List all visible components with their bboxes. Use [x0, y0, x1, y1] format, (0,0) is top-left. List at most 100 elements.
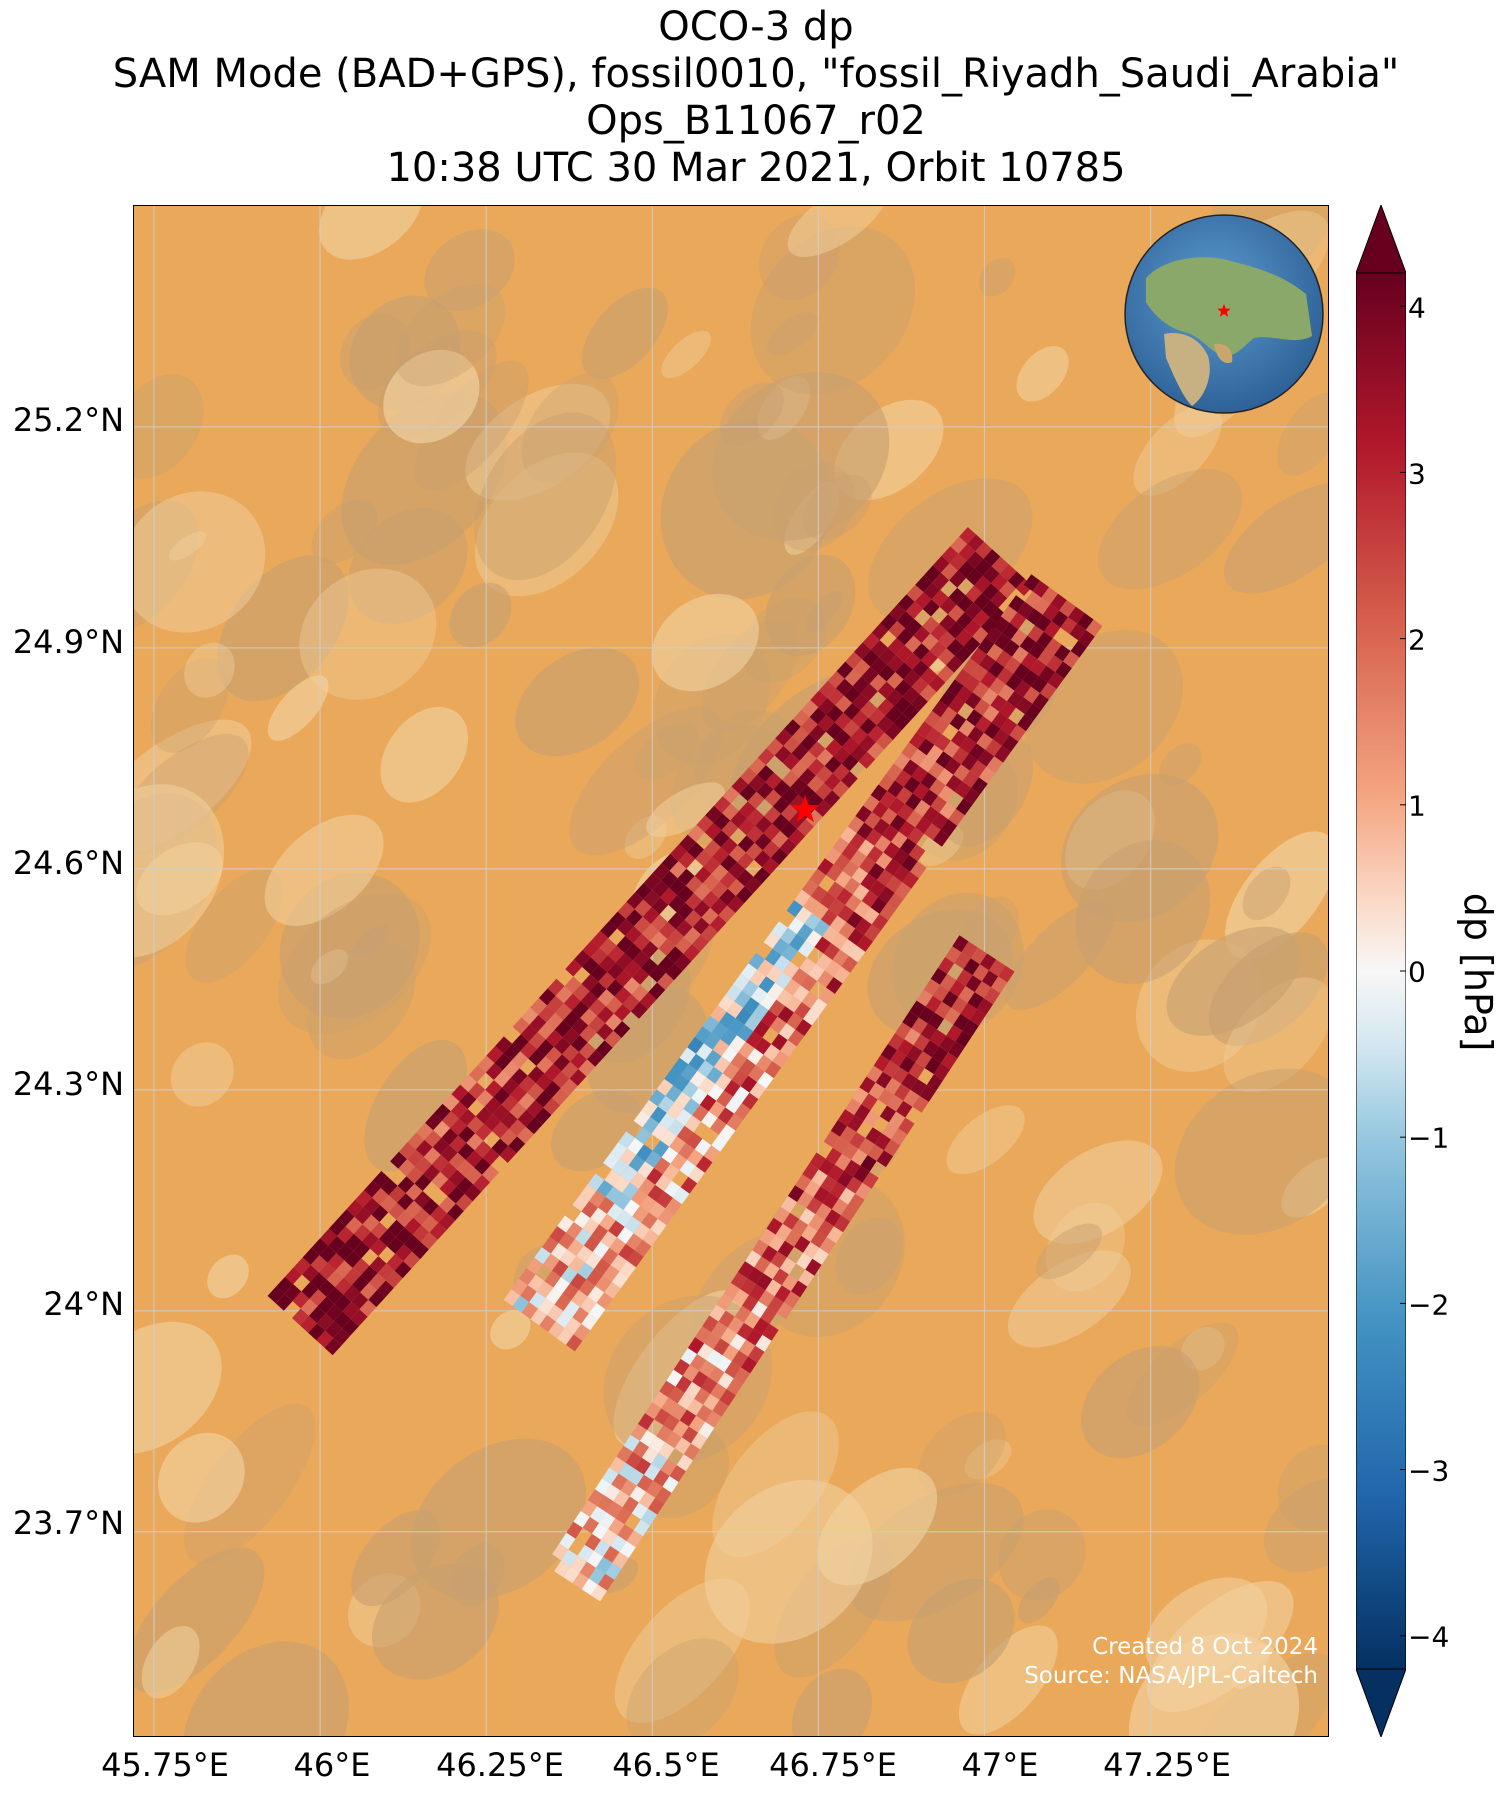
dp-footprint	[926, 1074, 944, 1092]
dp-footprint	[810, 1231, 827, 1248]
dp-footprint	[985, 739, 1002, 757]
dp-footprint	[590, 1584, 608, 1602]
dp-footprint	[659, 921, 676, 939]
dp-footprint	[1007, 571, 1025, 589]
dp-footprint	[986, 643, 1004, 661]
dp-footprint	[700, 924, 718, 942]
dp-footprint	[754, 1037, 772, 1055]
dp-footprint	[975, 715, 992, 733]
dp-footprint	[869, 674, 887, 692]
dp-footprint	[691, 1432, 708, 1450]
dp-footprint	[937, 665, 955, 683]
dp-footprint	[697, 1060, 714, 1078]
dp-footprint	[956, 685, 973, 703]
dp-footprint	[939, 689, 957, 707]
dp-footprint	[398, 1159, 416, 1177]
dp-footprint	[623, 1199, 640, 1217]
dp-footprint	[456, 1177, 474, 1194]
dp-footprint	[588, 1567, 606, 1585]
terrain-patch	[170, 1042, 234, 1107]
dp-footprint	[967, 534, 985, 552]
dp-footprint	[606, 1203, 624, 1221]
dp-footprint	[486, 1046, 504, 1063]
terrain-patch	[651, 593, 759, 692]
dp-footprint	[578, 1279, 596, 1297]
dp-footprint	[677, 1392, 694, 1410]
dp-footprint	[888, 1033, 905, 1050]
dp-footprint	[966, 709, 983, 727]
dp-footprint	[814, 936, 832, 954]
dp-footprint	[948, 808, 965, 826]
map-panel[interactable]	[133, 205, 1329, 1737]
dp-footprint	[640, 958, 658, 976]
dp-footprint	[636, 1144, 653, 1162]
dp-footprint	[931, 700, 949, 718]
dp-footprint	[794, 889, 811, 907]
dp-footprint	[267, 1286, 285, 1304]
dp-footprint	[623, 1434, 640, 1452]
dp-footprint	[975, 541, 993, 559]
dp-footprint	[944, 757, 962, 775]
dp-footprint	[893, 865, 911, 883]
dp-footprint	[654, 1408, 671, 1426]
dp-footprint	[781, 1274, 799, 1292]
dp-footprint	[713, 1056, 731, 1074]
dp-footprint	[921, 650, 938, 668]
dp-footprint	[586, 1550, 604, 1568]
dp-footprint	[839, 1187, 856, 1205]
dp-footprint	[902, 1011, 919, 1029]
dp-footprint	[536, 1056, 554, 1074]
dp-footprint	[707, 1083, 725, 1101]
dp-footprint	[928, 675, 946, 692]
dp-footprint	[770, 848, 788, 865]
dp-footprint	[320, 1228, 337, 1246]
dp-footprint	[413, 1208, 431, 1225]
dp-footprint	[604, 1484, 621, 1502]
dp-footprint	[518, 1075, 536, 1093]
dp-footprint	[669, 1136, 686, 1154]
dp-footprint	[310, 1255, 328, 1273]
dp-footprint	[1009, 612, 1027, 630]
dp-footprint	[905, 793, 922, 811]
dp-footprint	[530, 1308, 547, 1326]
dp-footprint	[654, 1157, 671, 1175]
dp-footprint	[438, 1196, 456, 1214]
dp-footprint	[688, 1415, 706, 1433]
dp-footprint	[720, 1028, 737, 1046]
dp-footprint	[494, 1053, 512, 1071]
terrain-patch	[1017, 1577, 1060, 1623]
dp-footprint	[635, 882, 653, 900]
dp-footprint	[978, 766, 996, 784]
dp-footprint	[372, 1171, 390, 1188]
dp-footprint	[368, 1273, 386, 1291]
dp-footprint	[649, 1089, 666, 1107]
dp-footprint	[345, 1233, 362, 1251]
dp-footprint	[815, 782, 833, 800]
dp-footprint	[808, 964, 825, 981]
dp-footprint	[636, 1474, 654, 1492]
dp-footprint	[544, 1270, 561, 1288]
dp-footprint	[892, 848, 909, 866]
dp-footprint	[827, 881, 844, 899]
dp-footprint	[689, 1354, 707, 1371]
dp-footprint	[731, 1069, 749, 1087]
dp-footprint	[616, 935, 634, 953]
dp-footprint	[767, 982, 784, 1000]
dp-footprint	[624, 1216, 642, 1234]
terrain-patch	[646, 782, 725, 838]
dp-footprint	[954, 952, 971, 970]
dp-footprint	[633, 1519, 651, 1537]
dp-footprint	[622, 1182, 639, 1200]
dp-footprint	[887, 780, 904, 798]
dp-footprint	[862, 907, 880, 925]
dp-footprint	[564, 1317, 582, 1335]
dp-footprint	[368, 1290, 386, 1308]
dp-footprint	[737, 852, 754, 870]
dp-footprint	[912, 643, 930, 661]
dp-footprint	[819, 1237, 836, 1254]
dp-footprint	[587, 1049, 604, 1067]
dp-footprint	[352, 1258, 370, 1276]
dp-footprint	[727, 1316, 744, 1334]
dp-footprint	[916, 721, 934, 739]
dp-footprint	[527, 1066, 545, 1083]
